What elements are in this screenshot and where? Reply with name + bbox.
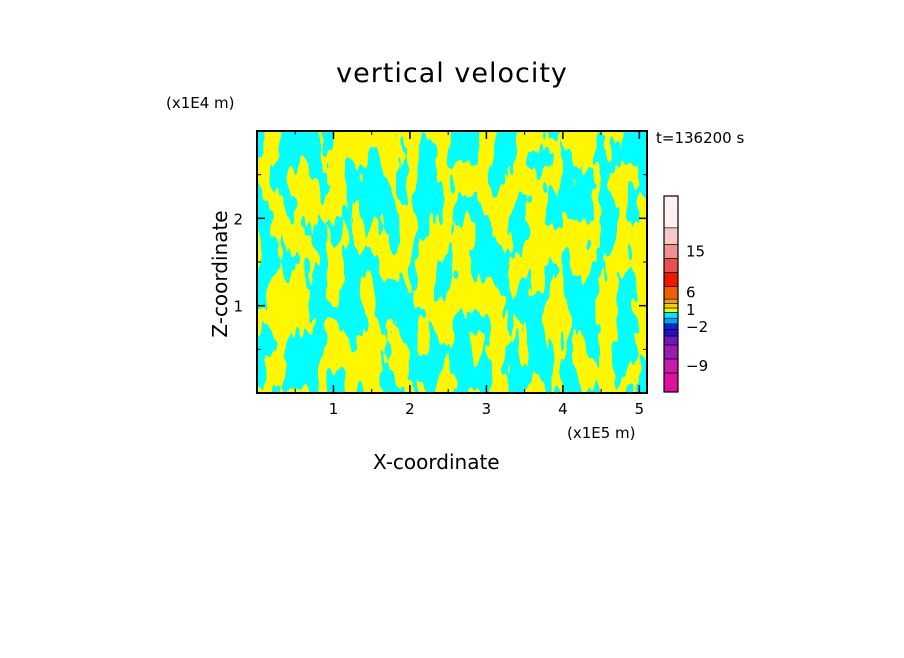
- x-tick-label: 2: [405, 400, 415, 418]
- x-tick-label: 5: [635, 400, 645, 418]
- colorbar-label: −9: [686, 357, 708, 375]
- time-label: t=136200 s: [656, 129, 745, 147]
- z-tick-label: 1: [233, 298, 243, 316]
- colorbar-band: [663, 335, 679, 346]
- colorbar-label: −2: [686, 318, 708, 336]
- colorbar-band: [663, 358, 679, 374]
- colorbar-band: [663, 258, 679, 273]
- colorbar-label: 6: [686, 284, 696, 302]
- colorbar-band: [663, 298, 679, 304]
- colorbar-band: [663, 227, 679, 245]
- x-tick-label: 4: [558, 400, 568, 418]
- colorbar-band: [663, 286, 679, 300]
- colorbar-label: 15: [686, 242, 705, 260]
- z-unit-label: (x1E4 m): [166, 94, 235, 112]
- colorbar-band: [663, 317, 679, 325]
- colorbar-band: [663, 323, 679, 330]
- colorbar-label: 1: [686, 301, 696, 319]
- z-axis-label: Z-coordinate: [208, 210, 232, 338]
- colorbar-band: [663, 372, 679, 393]
- velocity-field: [257, 131, 647, 393]
- colorbar-band: [663, 329, 679, 337]
- z-axis-ticks: 12: [233, 174, 647, 350]
- x-axis-label: X-coordinate: [373, 450, 500, 474]
- colorbar-band: [663, 303, 679, 309]
- z-tick-label: 2: [233, 210, 243, 228]
- x-tick-label: 1: [329, 400, 339, 418]
- x-axis-ticks: 1 2 3 4 5: [294, 131, 645, 418]
- colorbar-band: [663, 272, 679, 287]
- colorbar-band: [663, 307, 679, 313]
- chart-title: vertical velocity: [336, 58, 568, 89]
- colorbar-band: [663, 244, 679, 259]
- velocity-field-pattern: [257, 131, 647, 393]
- x-tick-label: 3: [482, 400, 492, 418]
- colorbar-band: [663, 344, 679, 360]
- colorbar: −9 −216 15: [663, 195, 708, 393]
- colorbar-frame: [663, 195, 679, 393]
- colorbar-band: [663, 312, 679, 319]
- colorbar-band: [663, 195, 679, 229]
- x-unit-label: (x1E5 m): [567, 424, 636, 442]
